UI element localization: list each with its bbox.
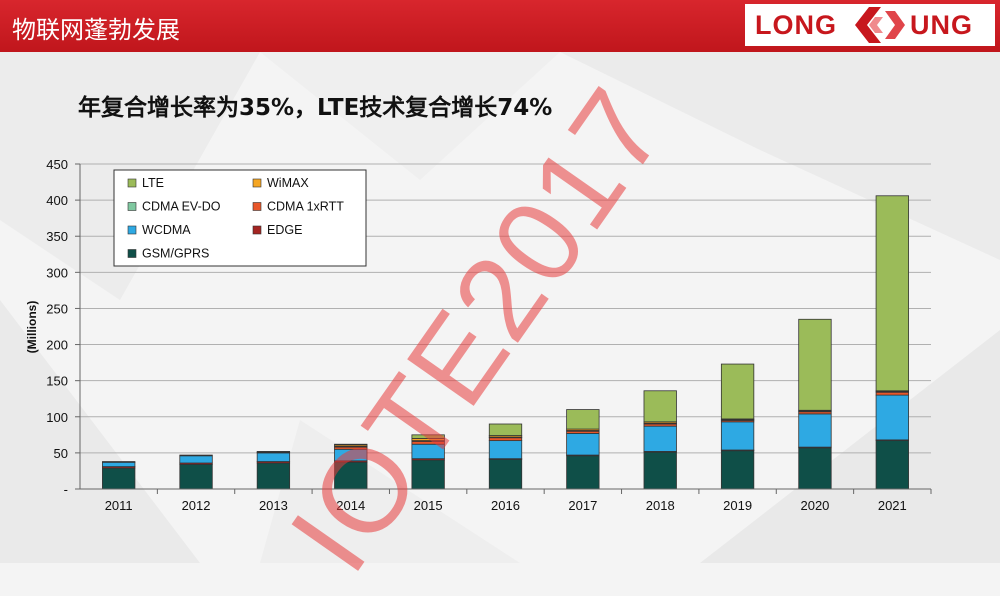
stacked-bar-chart: - 50 100 150 200 250 300 350 400 450 2011 2012 2013 2… — [25, 157, 932, 513]
x-tick-label: 2015 — [414, 498, 443, 513]
y-tick-label: - — [64, 482, 68, 497]
bars-layer — [102, 195, 909, 490]
header-bar: 物联网蓬勃发展 LONG UNG — [0, 0, 1000, 52]
legend-swatch — [127, 249, 137, 258]
y-tick-label: 150 — [46, 374, 68, 389]
bar-segment-wcdma-2013 — [256, 452, 291, 462]
x-tick-label: 2020 — [800, 498, 829, 513]
bar-segment-lte-2016 — [488, 423, 523, 436]
y-tick-label: 200 — [46, 338, 68, 353]
bar-segment-cdma-1xrtt-2016 — [488, 437, 523, 442]
axis-layer: - 50 100 150 200 250 300 350 400 450 2011 2012 2013 2… — [46, 157, 932, 513]
legend-label: EDGE — [267, 223, 302, 237]
y-tick-label: 250 — [46, 301, 68, 316]
x-tick-label: 2012 — [182, 498, 211, 513]
logo-mark-icon — [855, 7, 905, 43]
bar-segment-gsm-gprs-2017 — [566, 455, 600, 490]
bar-segment-lte-2020 — [798, 318, 832, 411]
legend-swatch — [127, 202, 137, 211]
legend-label: GSM/GPRS — [142, 247, 209, 261]
legend-label: WCDMA — [142, 223, 191, 237]
y-tick-label: 450 — [46, 157, 68, 172]
bar-segment-cdma-1xrtt-2012 — [179, 454, 213, 457]
bar-segment-lte-2014 — [334, 443, 368, 446]
x-tick-label: 2019 — [723, 498, 752, 513]
bar-segment-wcdma-2019 — [720, 421, 755, 451]
x-tick-label: 2011 — [105, 498, 133, 513]
bar-segment-wcdma-2017 — [566, 432, 600, 456]
bar-segment-lte-2017 — [566, 409, 600, 430]
y-tick-label: 400 — [46, 193, 68, 208]
y-tick-label: 50 — [54, 446, 68, 461]
x-tick-label: 2013 — [259, 498, 288, 513]
y-tick-label: 350 — [46, 229, 68, 244]
bar-segment-wcdma-2012 — [179, 455, 213, 464]
x-tick-label: 2014 — [336, 498, 365, 513]
company-logo: LONG UNG — [745, 4, 995, 46]
bar-segment-wcdma-2018 — [643, 425, 677, 452]
bar-segment-wcdma-2021 — [875, 394, 909, 441]
legend-box — [113, 169, 367, 267]
y-tick-label: 100 — [46, 410, 68, 425]
bar-segment-gsm-gprs-2018 — [643, 451, 677, 490]
legend-label: WiMAX — [267, 176, 309, 190]
y-tick-label: 300 — [46, 265, 68, 280]
chart-legend: LTE WiMAX CDMA EV-DO CDMA 1xRTT WCDMA EDGE GSM… — [113, 169, 367, 267]
chart-title: 年复合增长率为35%，LTE技术复合增长74% — [78, 95, 553, 121]
bar-segment-lte-2019 — [720, 363, 755, 420]
bar-segment-cdma-1xrtt-2021 — [875, 391, 909, 396]
bar-segment-lte-2015 — [411, 434, 445, 439]
bar-segment-gsm-gprs-2016 — [488, 458, 523, 490]
bar-segment-lte-2021 — [875, 195, 909, 392]
bar-segment-gsm-gprs-2021 — [875, 440, 909, 490]
legend-swatch — [127, 178, 137, 188]
legend-swatch — [252, 178, 262, 188]
bar-segment-wcdma-2016 — [488, 440, 523, 460]
page-title: 物联网蓬勃发展 — [12, 16, 180, 44]
bar-segment-lte-2018 — [643, 390, 677, 423]
x-tick-label: 2018 — [646, 498, 675, 513]
legend-label: LTE — [142, 176, 164, 190]
bar-segment-gsm-gprs-2020 — [798, 447, 832, 490]
logo-text-left: LONG — [755, 10, 837, 40]
x-tick-label: 2016 — [491, 498, 520, 513]
x-tick-label: 2017 — [568, 498, 597, 513]
bar-segment-lte-2013 — [256, 451, 291, 453]
y-axis-label: (Millions) — [25, 301, 39, 354]
bar-segment-gsm-gprs-2012 — [179, 464, 213, 490]
legend-swatch — [252, 225, 262, 235]
bar-segment-gsm-gprs-2019 — [720, 450, 755, 490]
legend-swatch — [127, 225, 137, 235]
x-tick-label: 2021 — [878, 498, 907, 513]
legend-label: CDMA 1xRTT — [267, 200, 344, 214]
bar-segment-cdma-1xrtt-2011 — [102, 461, 136, 463]
legend-label: CDMA EV-DO — [142, 200, 221, 214]
legend-swatch — [252, 202, 262, 211]
bar-segment-gsm-gprs-2011 — [102, 467, 136, 490]
bar-segment-gsm-gprs-2015 — [411, 459, 445, 490]
bar-segment-wcdma-2011 — [102, 461, 136, 468]
logo-text-right: UNG — [910, 10, 973, 40]
background-pattern — [700, 330, 1000, 563]
bar-segment-wcdma-2020 — [798, 413, 832, 448]
